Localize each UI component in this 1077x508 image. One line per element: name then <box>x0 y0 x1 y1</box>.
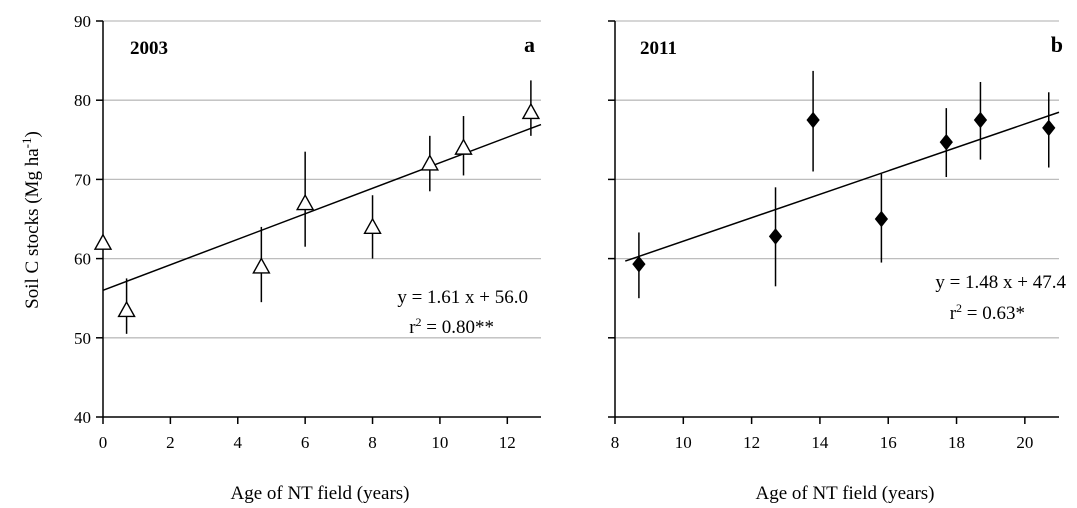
x-tick-label: 2 <box>166 433 175 452</box>
panel-a-x-axis-title: Age of NT field (years) <box>230 483 409 504</box>
y-axis-title-end: ) <box>22 131 43 137</box>
panel-b-r2-suffix: = 0.63* <box>962 303 1025 324</box>
panel-b-ticks: 8 10 12 14 16 18 20 <box>608 20 1033 452</box>
panel-b: 8 10 12 14 16 18 20 2011 b y = 1.48 x + 47.4 r… <box>608 20 1066 504</box>
panel-b-year: 2011 <box>640 38 677 59</box>
panel-b-grid <box>615 20 1059 339</box>
data-point <box>454 138 473 155</box>
data-point <box>1042 119 1056 137</box>
panel-a-ticks: 40 50 60 70 80 90 0 2 4 6 8 10 12 <box>74 12 516 452</box>
x-tick-label: 6 <box>301 433 310 452</box>
data-point <box>768 228 783 245</box>
y-tick-label: 40 <box>74 408 91 427</box>
x-tick-label: 0 <box>99 433 108 452</box>
panel-a-year: 2003 <box>130 38 168 59</box>
x-tick-label: 10 <box>675 433 692 452</box>
data-point <box>117 300 136 318</box>
regression-line <box>625 111 1060 262</box>
data-point <box>363 217 382 235</box>
panel-b-points <box>632 111 1056 273</box>
panel-b-r2-sup: 2 <box>956 301 962 315</box>
panel-a-r2: r2 = 0.80** <box>409 315 494 338</box>
panel-a-letter: a <box>524 32 535 57</box>
panel-a: 40 50 60 70 80 90 0 2 4 6 8 10 12 2003 a y = 1.61 x … <box>74 12 542 504</box>
panel-b-r2: r2 = 0.63* <box>950 301 1025 324</box>
panel-b-letter: b <box>1051 32 1063 57</box>
panel-b-axes <box>614 21 1059 418</box>
data-point <box>295 193 315 211</box>
data-point <box>973 111 988 129</box>
y-axis-title-sup: -1 <box>19 138 34 149</box>
y-tick-label: 70 <box>74 170 91 189</box>
x-tick-label: 20 <box>1016 433 1033 452</box>
x-tick-label: 12 <box>499 433 516 452</box>
panel-b-equation: y = 1.48 x + 47.4 <box>935 272 1066 293</box>
panel-b-errorbars <box>638 70 1050 299</box>
panel-b-x-axis-title: Age of NT field (years) <box>755 483 934 504</box>
x-tick-label: 16 <box>880 433 897 452</box>
panel-a-points <box>93 102 541 318</box>
x-tick-label: 18 <box>948 433 965 452</box>
y-tick-label: 90 <box>74 12 91 31</box>
data-point <box>874 210 889 228</box>
panel-a-equation: y = 1.61 x + 56.0 <box>397 287 528 308</box>
data-point <box>420 154 440 171</box>
data-point <box>632 255 646 273</box>
panel-a-fit <box>102 123 542 291</box>
y-tick-label: 80 <box>74 91 91 110</box>
panel-b-r2-prefix: r <box>950 303 957 324</box>
panel-a-axes <box>102 21 541 418</box>
y-tick-label: 60 <box>74 250 91 269</box>
x-tick-label: 4 <box>234 433 243 452</box>
x-tick-label: 8 <box>368 433 377 452</box>
y-axis-title: Soil C stocks (Mg ha-1) <box>19 131 43 309</box>
panel-a-r2-prefix: r <box>409 317 416 338</box>
panel-a-r2-suffix: = 0.80** <box>422 317 494 338</box>
panel-a-r2-sup: 2 <box>416 315 422 329</box>
panel-b-fit <box>625 111 1060 262</box>
data-point <box>939 133 953 151</box>
y-axis-title-main: Soil C stocks (Mg ha <box>22 148 43 309</box>
regression-line <box>102 123 542 291</box>
data-point <box>252 257 271 274</box>
panel-a-grid <box>103 20 541 339</box>
x-tick-label: 10 <box>431 433 448 452</box>
x-tick-label: 14 <box>811 433 829 452</box>
data-point <box>93 233 113 250</box>
data-point <box>521 102 541 120</box>
data-point <box>806 111 820 129</box>
x-tick-label: 12 <box>743 433 760 452</box>
x-tick-label: 8 <box>611 433 620 452</box>
y-tick-label: 50 <box>74 329 91 348</box>
